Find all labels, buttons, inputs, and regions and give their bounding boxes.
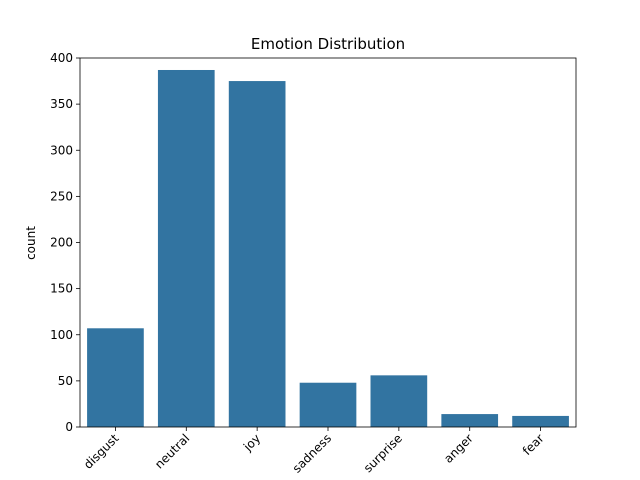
bars-group <box>87 69 569 428</box>
bar-sadness <box>299 382 357 427</box>
bar-disgust <box>87 328 144 427</box>
y-tick-label: 300 <box>50 143 73 157</box>
bar-surprise <box>370 375 428 427</box>
bar-neutral <box>157 69 215 428</box>
y-tick-label: 200 <box>50 236 73 250</box>
y-tick-label: 350 <box>50 97 73 111</box>
chart-title: Emotion Distribution <box>251 35 405 53</box>
bar-anger <box>441 414 499 427</box>
y-tick-label: 50 <box>58 374 73 388</box>
bar-fear <box>512 415 569 427</box>
y-tick-label: 100 <box>50 328 73 342</box>
y-axis-label: count <box>24 226 38 260</box>
y-tick-label: 0 <box>65 420 73 434</box>
bar-joy <box>228 81 286 427</box>
y-tick-label: 400 <box>50 51 73 65</box>
plot-frame <box>79 57 577 428</box>
y-axis-ticks: 0 50 100 150 200 250 300 350 400 <box>50 51 80 434</box>
y-tick-label: 250 <box>50 189 73 203</box>
y-tick-label: 150 <box>50 282 73 296</box>
